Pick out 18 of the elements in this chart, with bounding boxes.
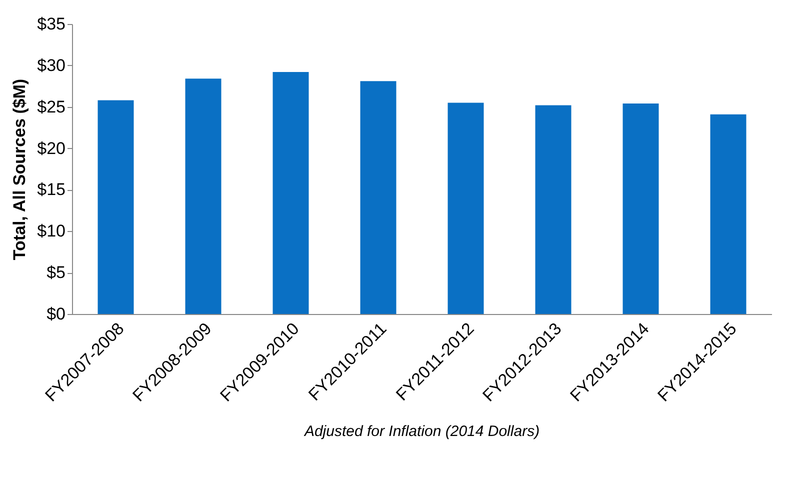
y-tick-label: $30 (37, 56, 66, 75)
bar (448, 102, 484, 314)
y-tick-label: $5 (46, 263, 66, 282)
bar (360, 81, 396, 314)
y-tick-label: $15 (37, 180, 66, 200)
bar (535, 105, 572, 314)
y-axis-title: Total, All Sources ($M) (10, 78, 30, 260)
y-tick-label: $25 (37, 97, 66, 116)
y-tick-label: $10 (37, 222, 66, 241)
bar (622, 104, 659, 314)
bar (710, 114, 746, 314)
bar (272, 72, 309, 314)
bar (185, 78, 222, 314)
bar (98, 100, 134, 314)
y-tick-label: $0 (46, 304, 66, 324)
y-tick-label: $35 (37, 14, 66, 34)
text: Adjusted for Inflation (2014 Dollars) (303, 423, 540, 440)
y-tick-label: $20 (37, 138, 66, 158)
